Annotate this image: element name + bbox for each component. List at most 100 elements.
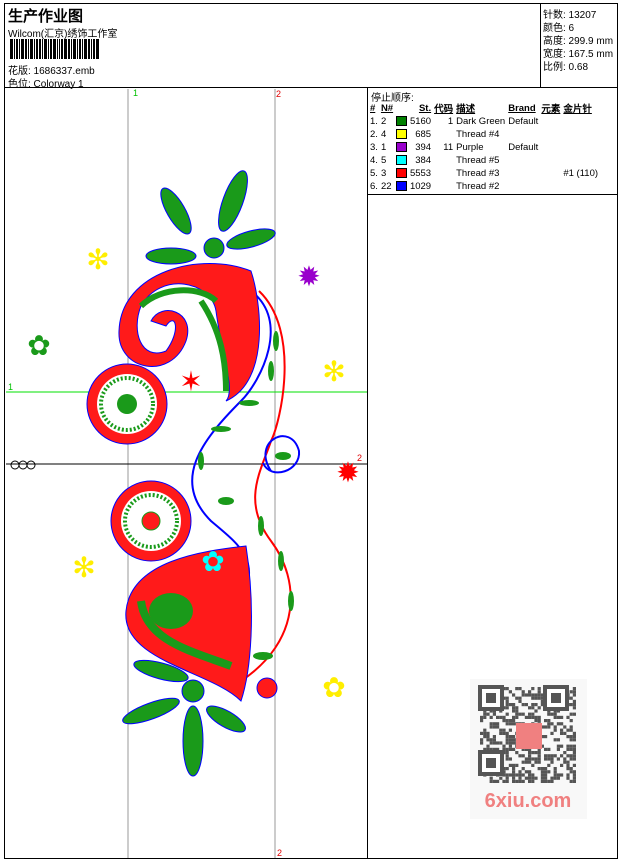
stitch-count: 685 <box>415 129 432 140</box>
brand-cell <box>508 154 541 167</box>
svg-text:✿: ✿ <box>201 545 224 578</box>
qr-code: 6xiu.com <box>478 685 576 812</box>
stop-sequence-title: 停止顺序: <box>371 93 414 104</box>
stitches-cell: 384 <box>396 154 434 167</box>
guide-label-v2-top: 2 <box>276 89 282 99</box>
small-flowers: ✻ ✹ ✿ ✻ ✶ ✹ ✿ ✻ ✿ <box>27 243 359 704</box>
guide-label-h2: 2 <box>357 453 363 463</box>
page-title: 生产作业图 <box>8 8 84 25</box>
stitch-count: 394 <box>415 142 432 153</box>
n-cell: 4 <box>380 129 387 140</box>
stitches-cell: 5553 <box>396 167 434 180</box>
scale: 比例: 0.68 <box>543 62 589 73</box>
code-cell <box>434 154 456 167</box>
hoop-marker <box>10 460 36 470</box>
elem-cell <box>541 115 563 128</box>
seq-cell <box>563 128 601 141</box>
svg-text:✹: ✹ <box>336 456 359 489</box>
color-swatch <box>396 142 408 153</box>
guide-label-v1: 1 <box>133 88 139 98</box>
svg-text:✻: ✻ <box>86 243 109 276</box>
stats-panel: 针数: 13207 颜色: 6 高度: 299.9 mm 宽度: 167.5 m… <box>540 3 618 88</box>
top-flower <box>145 170 276 265</box>
code-cell <box>434 180 456 193</box>
elem-cell <box>541 180 563 193</box>
code-cell <box>434 167 456 180</box>
design-file: 花版: 1686337.emb <box>8 66 95 77</box>
color-swatch <box>396 129 408 140</box>
idx-cell: 2. <box>370 129 378 140</box>
stitch-count: 5160 <box>409 116 432 127</box>
stop-sequence-panel: 停止顺序: # N# St. 代码 描述 Brand 元素 金片针 1. 2 5160 1 Dark … <box>367 87 618 195</box>
elem-cell <box>541 141 563 154</box>
stitch-count: 1029 <box>409 181 432 192</box>
brand-cell: Default <box>508 116 539 127</box>
brand-cell <box>508 167 541 180</box>
n-cell: 22 <box>380 181 392 192</box>
desc-cell: Dark Green <box>456 116 506 127</box>
column-header: St. <box>418 102 432 114</box>
column-header: 描述 <box>456 104 476 115</box>
stitch-count: 5553 <box>409 168 432 179</box>
column-header: 金片针 <box>563 104 592 115</box>
desc-cell: Purple <box>456 142 484 153</box>
stop-sequence-table: # N# St. 代码 描述 Brand 元素 金片针 1. 2 5160 1 Dark Green D… <box>370 101 601 193</box>
column-header: Brand <box>508 102 536 114</box>
spiral-top <box>118 263 260 402</box>
svg-text:✻: ✻ <box>322 355 345 388</box>
svg-text:✶: ✶ <box>179 365 202 398</box>
seq-cell <box>563 180 601 193</box>
idx-cell: 1. <box>370 116 378 127</box>
embroidery-artwork: ✻ ✹ ✿ ✻ ✶ ✹ ✿ ✻ ✿ <box>6 89 367 858</box>
color-swatch <box>396 168 408 179</box>
n-cell: 2 <box>380 116 387 127</box>
brand-cell <box>508 180 541 193</box>
studio-name: Wilcom(汇京)绣饰工作室 <box>8 29 118 40</box>
color-count: 颜色: 6 <box>543 23 575 34</box>
stitch-count: 针数: 13207 <box>543 10 597 21</box>
svg-text:✿: ✿ <box>322 671 345 704</box>
color-swatch <box>396 155 408 166</box>
stitches-cell: 1029 <box>396 180 434 193</box>
table-row: 6. 22 1029 Thread #2 <box>370 180 601 193</box>
column-header: # <box>370 102 376 114</box>
svg-text:6xiu.com: 6xiu.com <box>485 790 572 812</box>
svg-text:✹: ✹ <box>297 260 320 293</box>
n-cell: 5 <box>380 155 387 166</box>
design-height: 高度: 299.9 mm <box>543 36 614 47</box>
blank-area: 6xiu.com <box>367 194 618 859</box>
column-header: 元素 <box>541 104 561 115</box>
circle-medallions <box>86 363 278 699</box>
brand-cell: Default <box>508 142 539 153</box>
table-row: 1. 2 5160 1 Dark Green Default <box>370 115 601 128</box>
stitches-cell: 394 <box>396 141 434 154</box>
stem-leaves <box>198 331 294 660</box>
seq-cell: #1 (110) <box>563 168 599 179</box>
seq-cell <box>563 141 601 154</box>
idx-cell: 5. <box>370 168 378 179</box>
svg-text:✿: ✿ <box>27 329 50 362</box>
guide-label-h1: 1 <box>8 382 14 392</box>
desc-cell: Thread #3 <box>456 168 500 179</box>
elem-cell <box>541 154 563 167</box>
table-row: 5. 3 5553 Thread #3 #1 (110) <box>370 167 601 180</box>
idx-cell: 6. <box>370 181 378 192</box>
seal-mark <box>516 723 542 749</box>
table-row: 2. 4 685 Thread #4 <box>370 128 601 141</box>
code-cell <box>434 128 456 141</box>
qr-code-watermark: 6xiu.com <box>470 679 587 819</box>
brand-cell <box>508 128 541 141</box>
design-preview: ✻ ✹ ✿ ✻ ✶ ✹ ✿ ✻ ✿ 1 2 2 1 2 <box>4 87 368 859</box>
code-cell: 11 <box>443 142 454 153</box>
colorway: 色位: Colorway 1 <box>8 79 84 90</box>
table-row: 3. 1 394 11 Purple Default <box>370 141 601 154</box>
desc-cell: Thread #2 <box>456 181 500 192</box>
barcode <box>10 39 122 59</box>
code-cell: 1 <box>447 116 454 127</box>
idx-cell: 3. <box>370 142 378 153</box>
bottom-flower <box>122 659 246 777</box>
elem-cell <box>541 167 563 180</box>
n-cell: 3 <box>380 168 387 179</box>
column-header: 代码 <box>434 104 454 115</box>
desc-cell: Thread #5 <box>456 155 500 166</box>
